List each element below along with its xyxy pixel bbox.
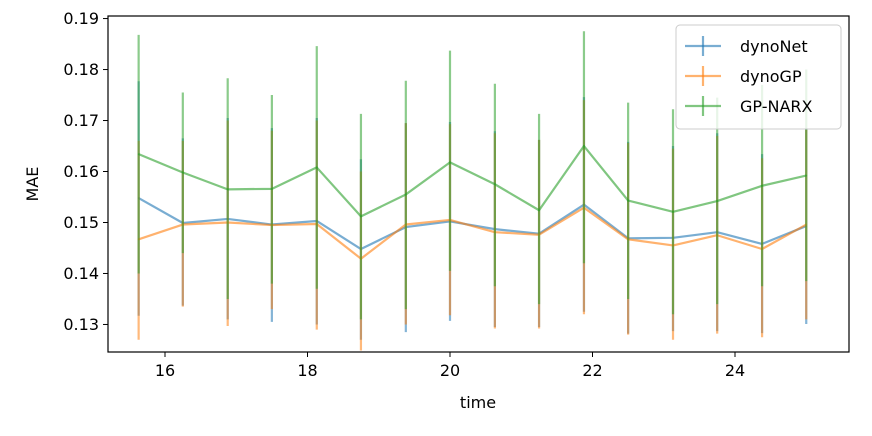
data-point xyxy=(538,209,540,212)
series-line xyxy=(138,144,807,218)
x-tick-label: 20 xyxy=(440,361,460,380)
legend-label: dynoGP xyxy=(740,67,802,86)
y-axis: 0.13 0.14 0.15 0.16 0.17 0.18 0.19 xyxy=(63,9,108,334)
data-point xyxy=(137,153,140,156)
data-point xyxy=(270,187,273,190)
plot-frame xyxy=(107,15,850,353)
series-line xyxy=(138,206,807,260)
data-point xyxy=(226,188,229,191)
legend-label: dynoNet xyxy=(740,37,808,56)
data-point xyxy=(404,193,407,196)
data-point xyxy=(449,161,451,164)
data-point xyxy=(716,200,719,202)
data-point xyxy=(315,166,318,169)
x-tick-label: 18 xyxy=(297,361,317,380)
y-tick-label: 0.15 xyxy=(63,213,99,232)
data-point xyxy=(672,210,674,213)
data-point xyxy=(627,199,630,202)
x-tick-label: 16 xyxy=(155,361,175,380)
x-axis-title: time xyxy=(460,393,496,412)
data-point xyxy=(181,171,184,174)
y-tick-label: 0.13 xyxy=(63,315,99,334)
legend: dynoNet dynoGP GP-NARX xyxy=(675,24,842,130)
data-point xyxy=(805,174,808,177)
y-tick-label: 0.19 xyxy=(63,9,99,28)
data-point xyxy=(360,215,362,218)
x-axis: 16 18 20 22 24 xyxy=(155,352,745,380)
y-tick-label: 0.14 xyxy=(63,264,99,283)
x-tick-label: 24 xyxy=(725,361,745,380)
y-tick-label: 0.16 xyxy=(63,162,99,181)
y-tick-label: 0.17 xyxy=(63,111,99,130)
y-axis-title: MAE xyxy=(23,167,42,202)
data-point xyxy=(493,183,496,186)
x-tick-label: 22 xyxy=(582,361,602,380)
legend-label: GP-NARX xyxy=(740,97,813,116)
series-layer xyxy=(137,31,808,351)
y-tick-label: 0.18 xyxy=(63,60,99,79)
series-gp-narx xyxy=(137,31,808,320)
legend-box xyxy=(675,24,842,130)
data-point xyxy=(583,145,585,147)
data-point xyxy=(761,184,763,187)
